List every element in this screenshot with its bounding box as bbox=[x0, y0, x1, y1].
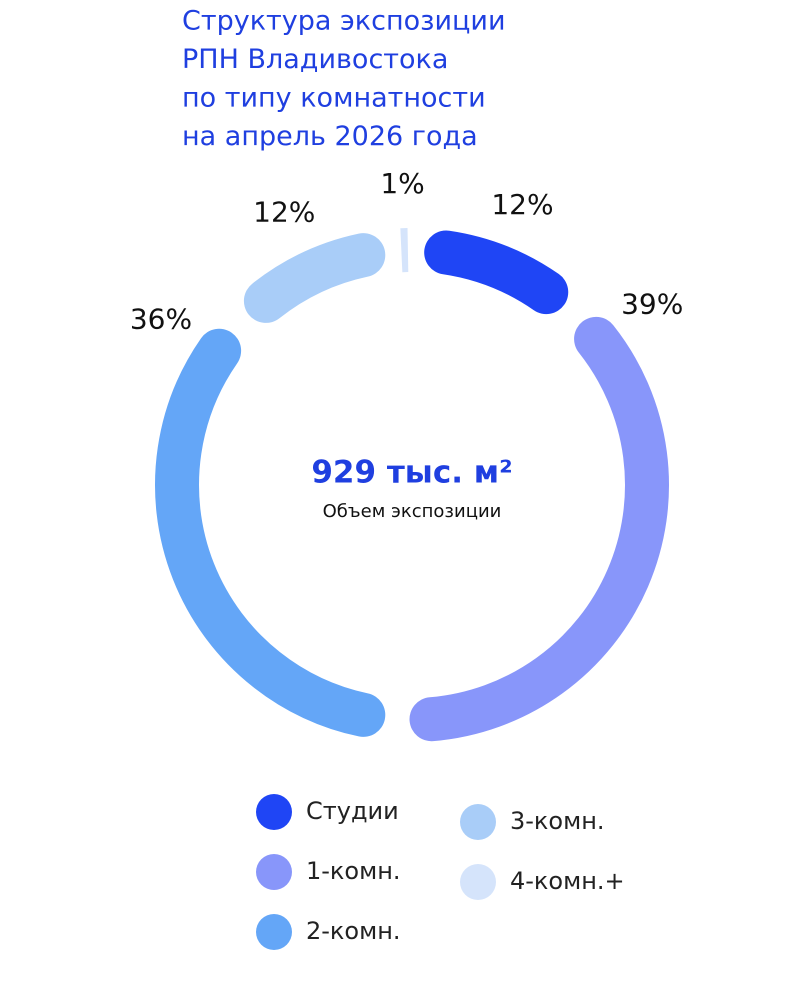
legend-swatch bbox=[256, 914, 292, 950]
chart-title: по типу комнатности bbox=[182, 83, 486, 114]
legend-label: 2-комн. bbox=[306, 917, 401, 945]
legend-label: 4-комн.+ bbox=[510, 867, 625, 895]
donut-segment bbox=[409, 316, 669, 742]
value-label: 36% bbox=[130, 303, 192, 336]
value-label: 1% bbox=[380, 167, 424, 200]
legend-swatch bbox=[460, 864, 496, 900]
legend-swatch bbox=[256, 794, 292, 830]
legend-label: Студии bbox=[306, 797, 399, 825]
center-label: Объем экспозиции bbox=[323, 501, 502, 522]
donut-segment bbox=[424, 230, 569, 315]
chart-title: РПН Владивостока bbox=[182, 44, 448, 75]
value-label: 12% bbox=[253, 196, 315, 229]
donut-segment bbox=[155, 328, 386, 737]
value-label: 39% bbox=[621, 287, 683, 320]
legend-swatch bbox=[460, 804, 496, 840]
legend-swatch bbox=[256, 854, 292, 890]
legend-label: 1-комн. bbox=[306, 857, 401, 885]
value-label: 12% bbox=[491, 188, 553, 221]
donut-segment bbox=[243, 233, 386, 323]
legend-label: 3-комн. bbox=[510, 807, 605, 835]
chart-title: Структура экспозиции bbox=[182, 6, 506, 37]
center-value: 929 тыс. м² bbox=[311, 455, 512, 491]
chart-title: на апрель 2026 года bbox=[182, 121, 478, 152]
